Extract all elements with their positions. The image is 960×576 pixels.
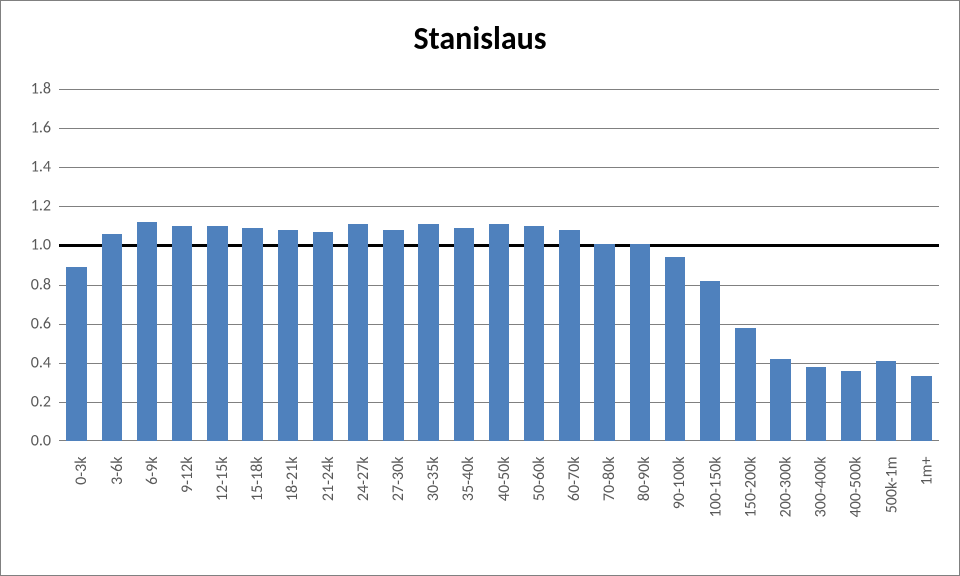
x-tick-label: 150-200k	[741, 457, 760, 518]
x-tick-label: 1m+	[917, 457, 936, 486]
y-tick-label: 1.8	[7, 80, 51, 99]
bar	[313, 232, 333, 441]
bar	[66, 267, 86, 441]
x-tick-label: 80-90k	[636, 457, 655, 502]
plot-area	[59, 89, 939, 441]
x-tick-label: 30-35k	[424, 457, 443, 502]
x-tick-label: 24-27k	[354, 457, 373, 502]
bar	[594, 244, 614, 442]
x-tick-label: 35-40k	[460, 457, 479, 502]
bar	[700, 281, 720, 441]
x-tick-label: 500k-1m	[882, 457, 901, 514]
x-tick-label: 9-12k	[178, 457, 197, 494]
bar	[242, 228, 262, 441]
bar	[348, 224, 368, 441]
chart-container: Stanislaus 0.0 0.2 0.4 0.6 0.8 1.0 1.2 1.4 1.6 1.…	[0, 0, 960, 576]
y-tick-label: 0.2	[7, 392, 51, 411]
bar	[137, 222, 157, 441]
bar	[630, 244, 650, 442]
y-tick-label: 1.4	[7, 158, 51, 177]
x-tick-label: 70-80k	[600, 457, 619, 502]
bar	[806, 367, 826, 441]
x-tick-label: 18-21k	[284, 457, 303, 502]
x-tick-label: 0-3k	[72, 457, 91, 485]
bar	[207, 226, 227, 441]
gridline	[59, 167, 939, 168]
x-tick-label: 21-24k	[319, 457, 338, 502]
bar	[665, 257, 685, 441]
x-tick-label: 6-9k	[143, 457, 162, 485]
y-tick-label: 0.6	[7, 314, 51, 333]
y-tick-label: 1.0	[7, 236, 51, 255]
x-tick-label: 12-15k	[213, 457, 232, 502]
bar	[770, 359, 790, 441]
y-tick-label: 1.6	[7, 119, 51, 138]
bar	[735, 328, 755, 441]
bar	[418, 224, 438, 441]
bar	[911, 376, 931, 441]
x-tick-label: 90-100k	[671, 457, 690, 510]
x-tick-label: 27-30k	[389, 457, 408, 502]
y-tick-label: 0.8	[7, 275, 51, 294]
bar	[172, 226, 192, 441]
x-tick-label: 60-70k	[565, 457, 584, 502]
bar	[102, 234, 122, 441]
x-tick-label: 400-500k	[847, 457, 866, 518]
x-tick-label: 50-60k	[530, 457, 549, 502]
bar	[524, 226, 544, 441]
bar	[876, 361, 896, 441]
bar	[383, 230, 403, 441]
y-tick-label: 0.4	[7, 353, 51, 372]
x-tick-label: 15-18k	[248, 457, 267, 502]
x-tick-label: 200-300k	[776, 457, 795, 518]
x-tick-label: 100-150k	[706, 457, 725, 518]
y-tick-label: 1.2	[7, 197, 51, 216]
gridline	[59, 206, 939, 207]
bar	[278, 230, 298, 441]
bar	[559, 230, 579, 441]
chart-title: Stanislaus	[1, 19, 959, 58]
gridline	[59, 128, 939, 129]
gridline	[59, 89, 939, 90]
bar	[454, 228, 474, 441]
bar	[489, 224, 509, 441]
x-tick-label: 300-400k	[812, 457, 831, 518]
y-tick-label: 0.0	[7, 432, 51, 451]
bar	[841, 371, 861, 441]
x-tick-label: 40-50k	[495, 457, 514, 502]
x-tick-label: 3-6k	[108, 457, 127, 485]
